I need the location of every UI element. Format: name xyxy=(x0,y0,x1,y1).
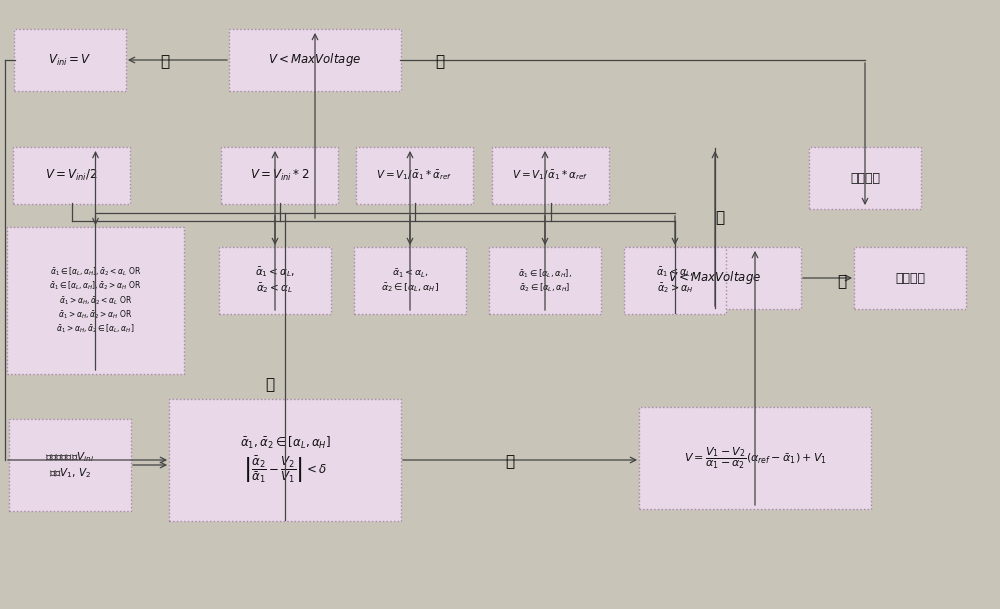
Text: $V=V_{ini}*2$: $V=V_{ini}*2$ xyxy=(250,168,309,183)
Text: $V=V_1/\bar{\alpha}_1*\bar{\alpha}_{ref}$: $V=V_1/\bar{\alpha}_1*\bar{\alpha}_{ref}… xyxy=(376,169,453,183)
FancyBboxPatch shape xyxy=(7,227,184,374)
FancyBboxPatch shape xyxy=(639,407,871,509)
FancyBboxPatch shape xyxy=(14,29,126,91)
Text: 给定初始电压$V_{ini}$
计算$V_1$, $V_2$: 给定初始电压$V_{ini}$ 计算$V_1$, $V_2$ xyxy=(45,450,95,480)
Text: 是: 是 xyxy=(837,275,847,289)
FancyBboxPatch shape xyxy=(169,399,401,521)
FancyBboxPatch shape xyxy=(9,419,131,511)
Text: 否: 否 xyxy=(435,54,445,69)
FancyBboxPatch shape xyxy=(354,247,466,314)
FancyBboxPatch shape xyxy=(629,247,801,309)
Text: $\bar{\alpha}_1, \bar{\alpha}_2 \in [\alpha_L, \alpha_H]$
$\left|\dfrac{\bar{\al: $\bar{\alpha}_1, \bar{\alpha}_2 \in [\al… xyxy=(240,435,330,485)
FancyBboxPatch shape xyxy=(854,247,966,309)
Text: 是: 是 xyxy=(505,454,515,470)
FancyBboxPatch shape xyxy=(492,147,609,204)
Text: $\bar{\alpha}_1 < \alpha_L,$
$\bar{\alpha}_2 \in [\alpha_L,\alpha_H]$: $\bar{\alpha}_1 < \alpha_L,$ $\bar{\alph… xyxy=(381,267,439,294)
FancyBboxPatch shape xyxy=(356,147,473,204)
Text: 否: 否 xyxy=(265,378,275,392)
FancyBboxPatch shape xyxy=(809,147,921,209)
Text: $V < MaxVoltage$: $V < MaxVoltage$ xyxy=(668,270,762,286)
Text: 是: 是 xyxy=(160,54,170,69)
Text: $\bar{\alpha}_1 < \alpha_L,$
$\bar{\alpha}_2 < \alpha_L$: $\bar{\alpha}_1 < \alpha_L,$ $\bar{\alph… xyxy=(255,266,295,295)
Text: $V < MaxVoltage$: $V < MaxVoltage$ xyxy=(268,52,362,68)
Text: $V=V_{ini}/2$: $V=V_{ini}/2$ xyxy=(45,168,98,183)
Text: 否: 否 xyxy=(715,211,725,225)
FancyBboxPatch shape xyxy=(229,29,401,91)
FancyBboxPatch shape xyxy=(219,247,331,314)
Text: 校准失效: 校准失效 xyxy=(850,172,880,185)
Text: $V=V_1/\bar{\alpha}_1*\alpha_{ref}$: $V=V_1/\bar{\alpha}_1*\alpha_{ref}$ xyxy=(512,169,589,183)
FancyBboxPatch shape xyxy=(221,147,338,204)
Text: $\bar{\alpha}_1 < \alpha_L,$
$\bar{\alpha}_2 > \alpha_H$: $\bar{\alpha}_1 < \alpha_L,$ $\bar{\alph… xyxy=(656,266,694,295)
Text: $V_{ini}=V$: $V_{ini}=V$ xyxy=(48,52,92,68)
Text: $\bar{\alpha}_1\in[\alpha_L,\alpha_H],$
$\bar{\alpha}_2\in[\alpha_L,\alpha_H]$: $\bar{\alpha}_1\in[\alpha_L,\alpha_H],$ … xyxy=(518,267,572,294)
Text: $\bar{\alpha}_1\in[\alpha_L,\alpha_H],\bar{\alpha}_2<\alpha_L$ OR
$\bar{\alpha}_: $\bar{\alpha}_1\in[\alpha_L,\alpha_H],\b… xyxy=(49,266,142,336)
FancyBboxPatch shape xyxy=(624,247,726,314)
Text: $V = \dfrac{V_1-V_2}{\alpha_1-\alpha_2}(\alpha_{ref}-\bar{\alpha}_1)+V_1$: $V = \dfrac{V_1-V_2}{\alpha_1-\alpha_2}(… xyxy=(684,445,826,471)
FancyBboxPatch shape xyxy=(489,247,601,314)
FancyBboxPatch shape xyxy=(13,147,130,204)
Text: 校准成功: 校准成功 xyxy=(895,272,925,284)
